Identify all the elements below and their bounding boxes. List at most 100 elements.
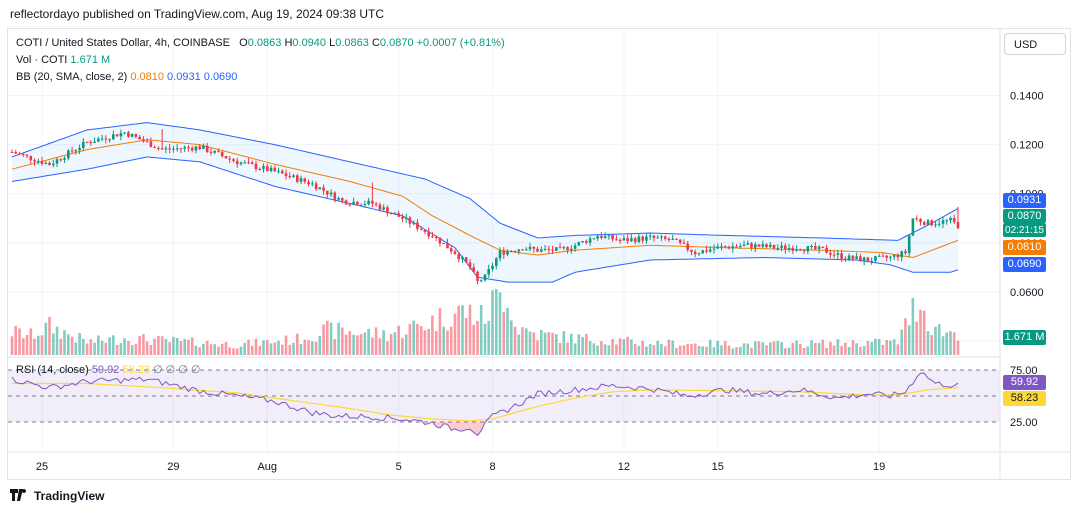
candle-body — [840, 253, 843, 259]
candle-body — [926, 220, 930, 225]
candle-body — [495, 258, 498, 266]
volume-bar — [363, 332, 367, 355]
candle-body — [194, 146, 198, 151]
volume-bar — [682, 345, 686, 355]
volume-label[interactable]: Vol · COTI — [16, 54, 68, 66]
bb-label[interactable]: BB (20, SMA, close, 2) — [16, 71, 128, 83]
candle-body — [93, 141, 96, 143]
volume-bar — [731, 348, 735, 355]
volume-bar — [194, 345, 198, 355]
candle-body — [573, 245, 577, 249]
bb-basis-tag: 0.0810 — [1003, 240, 1046, 255]
candle-body — [14, 152, 17, 154]
candle-body — [682, 242, 686, 244]
candle-body — [449, 248, 453, 252]
volume-bar — [791, 342, 795, 355]
volume-bar — [892, 339, 896, 355]
candle-body — [250, 162, 254, 164]
candle-body — [63, 158, 66, 160]
candle-body — [821, 246, 825, 248]
candle-body — [776, 247, 780, 249]
volume-bar — [183, 339, 186, 355]
candle-body — [536, 248, 539, 252]
candle-body — [952, 218, 956, 222]
volume-bar — [829, 341, 832, 355]
volume-bar — [40, 335, 44, 355]
volume-bar — [821, 339, 825, 355]
volume-bar — [74, 342, 78, 355]
candle-body — [266, 166, 269, 171]
candle-body — [213, 151, 216, 153]
candle-body — [359, 204, 363, 206]
currency-button[interactable]: USD — [1004, 33, 1066, 55]
bb-lower-tag: 0.0690 — [1003, 257, 1046, 272]
volume-bar — [817, 342, 821, 355]
candle-body — [663, 236, 667, 239]
candle-body — [881, 255, 885, 257]
volume-bar — [502, 311, 506, 355]
volume-bar — [690, 343, 693, 355]
tradingview-footer[interactable]: TradingView — [10, 489, 104, 504]
volume-bar — [877, 339, 881, 355]
volume-bar — [761, 342, 765, 355]
candle-body — [205, 145, 209, 152]
volume-bar — [795, 340, 798, 355]
candle-body — [386, 207, 389, 214]
volume-bar — [754, 341, 757, 355]
volume-bar — [25, 335, 29, 355]
candle-body — [389, 213, 393, 215]
volume-bar — [232, 348, 235, 355]
candle-body — [941, 220, 945, 224]
candle-body — [333, 192, 337, 200]
candle-body — [847, 255, 851, 260]
rsi-label[interactable]: RSI (14, close) — [16, 364, 89, 376]
volume-bar — [915, 321, 918, 355]
volume-bar — [419, 326, 423, 355]
rsi-legend: RSI (14, close) 59.92 58.23 ∅ ∅ ∅ ∅ — [16, 363, 201, 376]
candle-body — [652, 235, 656, 238]
candle-body — [637, 236, 641, 242]
volume-bar — [810, 340, 813, 355]
symbol-title[interactable]: COTI / United States Dollar, 4h, COINBAS… — [16, 37, 230, 49]
tradingview-brand: TradingView — [34, 489, 105, 503]
candle-body — [476, 271, 479, 281]
candle-body — [525, 249, 528, 251]
candle-body — [697, 253, 701, 255]
candle-body — [870, 261, 873, 262]
volume-bar — [78, 333, 81, 355]
candle-body — [937, 223, 941, 225]
volume-bar — [772, 341, 776, 355]
candle-body — [187, 147, 190, 149]
volume-bar — [397, 325, 400, 355]
volume-bar — [344, 334, 348, 355]
volume-bar — [922, 310, 926, 355]
volume-bar — [723, 341, 727, 355]
candle-body — [889, 256, 892, 258]
candle-body — [705, 250, 708, 252]
low-label: L — [329, 37, 336, 49]
volume-bar — [866, 341, 870, 355]
candle-body — [419, 228, 423, 230]
candle-body — [262, 166, 265, 170]
candle-body — [487, 269, 490, 275]
time-tick-label: 19 — [873, 461, 885, 473]
volume-bar — [735, 347, 738, 355]
volume-bar — [52, 333, 55, 355]
rsi-line — [11, 372, 959, 437]
candle-body — [434, 237, 438, 238]
rsi-value-tag: 59.92 — [1003, 375, 1046, 390]
rsi-oversold-fill — [432, 422, 493, 436]
volume-bar — [123, 338, 126, 355]
volume-bar — [438, 308, 442, 355]
volume-bar — [720, 345, 723, 355]
volume-bar — [352, 334, 355, 355]
candle-body — [892, 254, 896, 257]
candle-body — [288, 176, 292, 178]
volume-bar — [528, 331, 532, 355]
candle-body — [153, 147, 156, 148]
candle-body — [772, 244, 776, 249]
candle-body — [85, 141, 89, 143]
candle-body — [814, 246, 817, 250]
candle-body — [363, 204, 367, 206]
